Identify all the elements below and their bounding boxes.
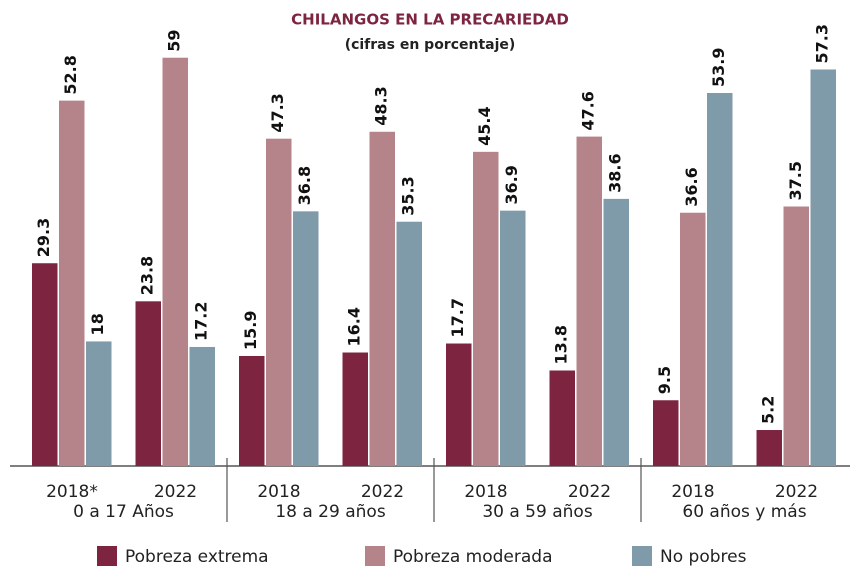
value-label: 59	[165, 29, 184, 51]
bar	[189, 346, 215, 466]
bar	[603, 198, 629, 466]
value-label: 36.9	[502, 165, 521, 204]
value-label: 18	[88, 313, 107, 335]
value-label: 38.6	[606, 153, 625, 192]
bar	[32, 263, 58, 466]
value-label: 17.2	[192, 301, 211, 340]
bar	[239, 355, 265, 466]
bar	[500, 210, 526, 466]
x-tick-label: 2022	[154, 482, 197, 502]
bar	[473, 151, 499, 466]
bar	[756, 430, 782, 466]
x-tick-label: 2018	[671, 482, 714, 502]
bar	[653, 400, 679, 466]
bar	[396, 221, 422, 466]
chart-title: CHILANGOS EN LA PRECARIEDAD	[291, 11, 569, 29]
bar	[680, 212, 706, 466]
legend-label: Pobreza moderada	[393, 547, 552, 567]
x-tick-label: 2022	[568, 482, 611, 502]
value-label: 47.6	[579, 91, 598, 130]
bar	[135, 301, 161, 466]
bar	[59, 100, 85, 467]
value-label: 52.8	[61, 55, 80, 94]
x-tick-label: 2022	[361, 482, 404, 502]
chart-subtitle: (cifras en porcentaje)	[345, 37, 516, 53]
group-label: 18 a 29 años	[275, 502, 385, 522]
group-label: 30 a 59 años	[482, 502, 592, 522]
value-label: 47.3	[268, 93, 287, 132]
legend-label: Pobreza extrema	[125, 547, 269, 567]
bar	[342, 352, 368, 466]
bar	[783, 206, 809, 466]
value-label: 15.9	[241, 310, 260, 349]
bar	[293, 211, 319, 466]
x-tick-label: 2018	[464, 482, 507, 502]
value-label: 45.4	[475, 106, 494, 145]
x-tick-label: 2018	[257, 482, 300, 502]
bar	[162, 57, 188, 466]
value-label: 48.3	[372, 86, 391, 125]
value-label: 13.8	[552, 325, 571, 364]
value-label: 29.3	[34, 218, 53, 257]
legend-swatch	[97, 546, 117, 566]
bar	[810, 69, 836, 466]
group-label: 60 años y más	[682, 502, 806, 522]
value-label: 35.3	[399, 176, 418, 215]
value-label: 53.9	[709, 48, 728, 87]
bar	[707, 93, 733, 467]
bar	[266, 138, 292, 466]
value-label: 23.8	[138, 256, 157, 295]
legend-swatch	[632, 546, 652, 566]
value-label: 57.3	[813, 24, 832, 63]
legend-swatch	[365, 546, 385, 566]
x-tick-label: 2018*	[46, 482, 98, 502]
x-tick-label: 2022	[775, 482, 818, 502]
value-label: 36.8	[295, 166, 314, 205]
value-label: 5.2	[759, 396, 778, 424]
value-label: 9.5	[655, 366, 674, 394]
bar	[369, 131, 395, 466]
bar	[86, 341, 112, 466]
bar	[576, 136, 602, 466]
value-label: 37.5	[786, 161, 805, 200]
value-label: 16.4	[345, 307, 364, 346]
value-label: 17.7	[448, 298, 467, 337]
bar	[549, 370, 575, 466]
bar	[446, 343, 472, 466]
value-label: 36.6	[682, 167, 701, 206]
legend-label: No pobres	[660, 547, 747, 567]
group-label: 0 a 17 Años	[73, 502, 174, 522]
